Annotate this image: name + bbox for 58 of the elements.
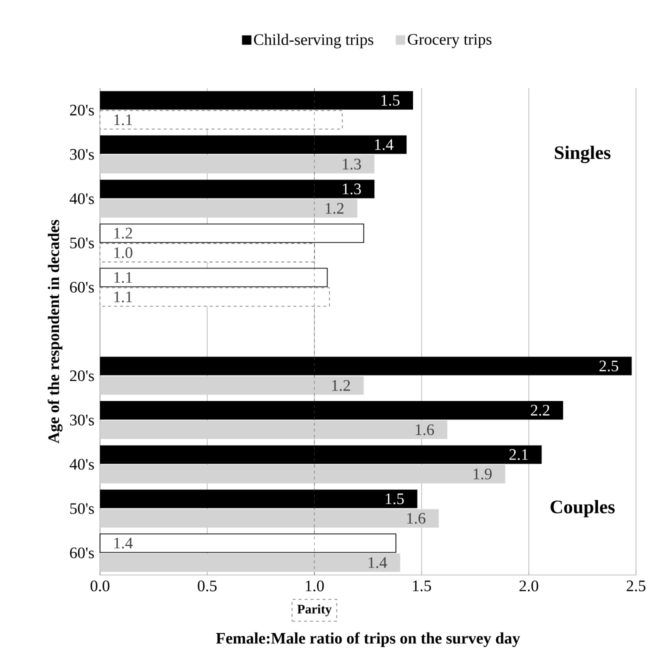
data-label: 1.1 [114, 292, 132, 302]
y-tick-label: 50's [70, 238, 94, 248]
data-label: 2.5 [600, 360, 618, 372]
data-label: 1.6 [416, 424, 434, 436]
x-tick-label: 1.5 [413, 580, 431, 592]
bar [100, 509, 439, 528]
y-tick-label: 40's [70, 458, 94, 470]
y-tick-label: 30's [70, 149, 94, 160]
y-tick-label: 30's [70, 414, 94, 426]
data-label: 1.4 [114, 538, 133, 549]
bar [100, 135, 407, 154]
x-tick-label: 2.5 [626, 580, 646, 592]
data-label: 1.9 [474, 468, 492, 480]
legend-label: Grocery trips [408, 34, 492, 48]
x-axis-title: Female:Male ratio of trips on the survey day [216, 632, 520, 647]
bar [100, 180, 374, 198]
bar [100, 533, 396, 553]
legend-label: Child-serving trips [254, 34, 374, 48]
bar [100, 356, 632, 376]
y-tick-label: 60's [70, 282, 94, 293]
annotation: Singles [554, 146, 610, 164]
bar [100, 154, 374, 174]
bar [100, 445, 542, 464]
data-label: 2.1 [509, 449, 528, 460]
y-tick-label: 40's [70, 193, 94, 204]
bar [100, 464, 506, 484]
bar [100, 91, 414, 110]
data-label: 1.0 [114, 247, 132, 258]
bar [100, 420, 448, 440]
bar [100, 401, 564, 420]
y-tick-label: 50's [70, 503, 94, 514]
x-tick-label: 2.0 [520, 580, 538, 592]
y-tick-label: 20's [70, 370, 94, 382]
x-tick-label: 0.5 [198, 580, 217, 592]
ref-line-label: Parity [297, 604, 332, 616]
data-label: 1.4 [368, 557, 387, 568]
data-label: 1.3 [342, 158, 361, 170]
data-label: 1.3 [342, 184, 361, 194]
data-label: 1.2 [326, 203, 344, 214]
data-label: 1.2 [114, 228, 132, 239]
data-label: 1.5 [382, 95, 400, 106]
data-label: 1.4 [375, 139, 394, 150]
annotation: Couples [550, 500, 615, 518]
y-axis-title: Age of the respondent in decades [48, 220, 62, 444]
bar [100, 199, 358, 218]
data-label: 2.2 [530, 404, 550, 416]
bar [100, 553, 400, 572]
y-tick-label: 20's [70, 104, 94, 116]
bar [100, 490, 418, 508]
x-tick-label: 0.0 [90, 580, 110, 592]
data-label: 1.5 [386, 493, 404, 504]
data-label: 1.2 [332, 380, 350, 391]
data-label: 1.1 [114, 114, 132, 126]
data-label: 1.6 [407, 512, 426, 524]
y-tick-label: 60's [70, 547, 94, 558]
x-tick-label: 1.0 [306, 580, 324, 592]
data-label: 1.1 [114, 272, 132, 283]
bar [100, 376, 364, 395]
